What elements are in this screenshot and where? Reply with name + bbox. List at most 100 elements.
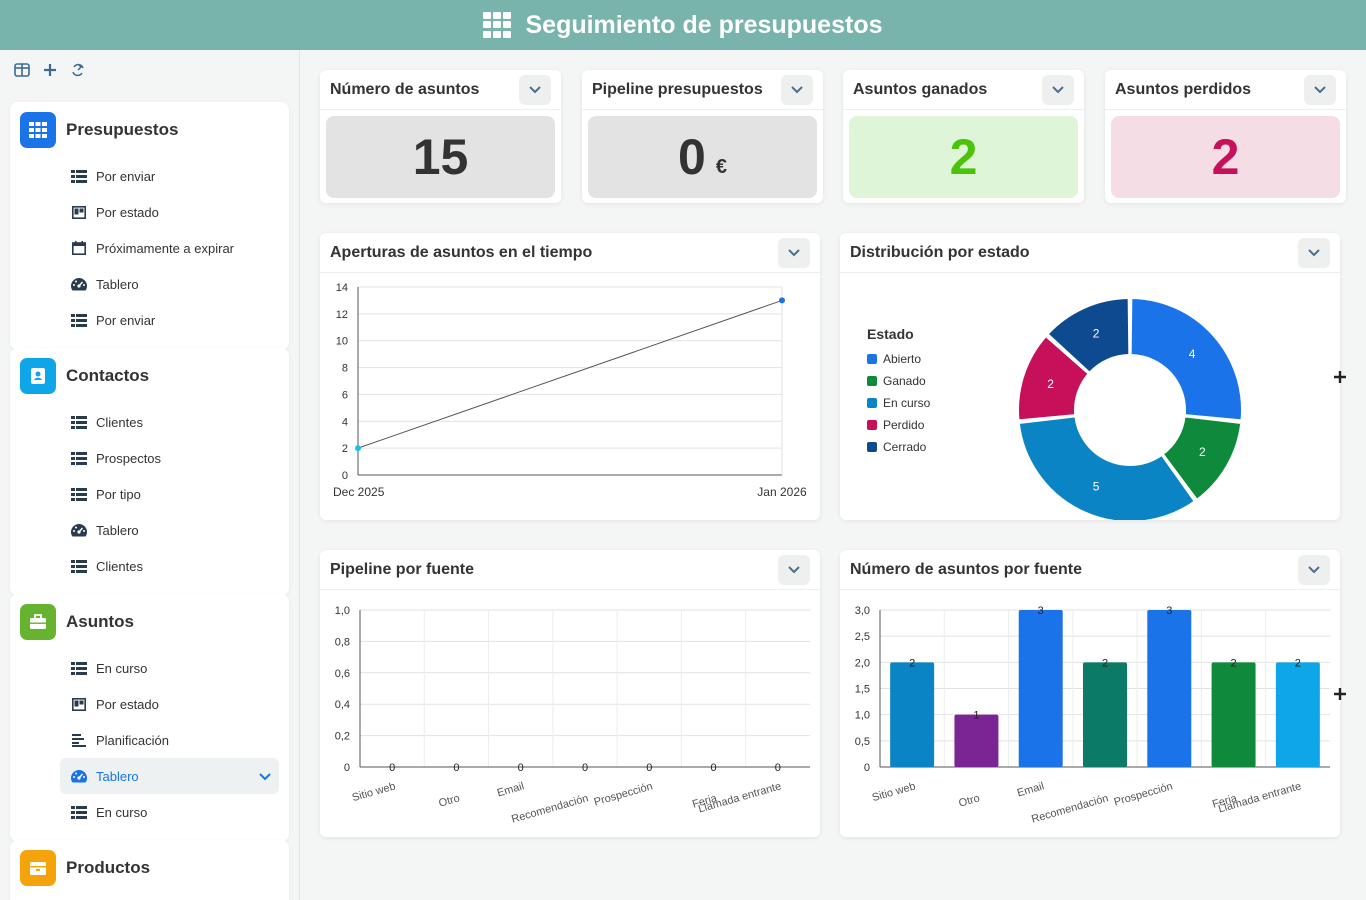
y-tick-label: 0 <box>342 470 348 482</box>
y-tick-label: 0 <box>864 762 870 774</box>
sidebar-item[interactable]: Tablero <box>10 512 279 548</box>
sidebar-item-label: Prospectos <box>96 450 162 466</box>
sidebar-item[interactable]: Tablero <box>10 266 279 302</box>
sidebar-item[interactable]: Próximamente a expirar <box>10 230 279 266</box>
chart-legend: Estado Abierto Ganado En curso Perdido Cerra… <box>867 326 930 458</box>
kanban-icon <box>70 205 88 219</box>
kpi-card: Asuntos ganados 2 <box>843 70 1084 203</box>
sidebar-item-label: Por tipo <box>96 486 141 502</box>
list-icon <box>70 451 88 465</box>
x-tick-label: Email <box>1016 780 1046 799</box>
grid-icon <box>483 12 512 38</box>
legend-swatch <box>867 420 877 430</box>
sidebar-item-label: Por estado <box>96 204 159 220</box>
data-label: 2 <box>1102 657 1108 669</box>
legend-label: En curso <box>883 396 931 410</box>
widget-title: Aperturas de asuntos en el tiempo <box>330 243 593 261</box>
kpi-card: Asuntos perdidos 2 <box>1105 70 1346 203</box>
bar <box>1275 662 1320 767</box>
data-label: 0 <box>389 762 395 774</box>
widget-header: Número de asuntos por fuente <box>840 550 1340 590</box>
widget-menu-button[interactable] <box>1042 74 1074 105</box>
add-icon[interactable] <box>40 60 60 80</box>
widget-header: Aperturas de asuntos en el tiempo <box>320 233 820 273</box>
pie-slice <box>1017 334 1091 422</box>
sidebar-item[interactable]: Por enviar <box>10 302 279 338</box>
widget-menu-button[interactable] <box>1298 554 1330 585</box>
legend-item[interactable]: Perdido <box>867 414 930 436</box>
sidebar-item[interactable]: Por estado <box>10 686 279 722</box>
sidebar-item[interactable]: Por estado <box>10 194 279 230</box>
count-bar-chart: 0 0,5 1,0 1,5 2,0 2,5 3,0 2 Sitio web 1 Otro 3 Email… <box>855 605 1330 826</box>
legend-item[interactable]: Ganado <box>867 370 930 392</box>
data-label: 3 <box>1038 605 1044 617</box>
chevron-down-icon <box>788 565 800 573</box>
sidebar-item-label: Por estado <box>96 696 159 712</box>
data-label: 0 <box>518 762 524 774</box>
y-tick-label: 0,8 <box>335 636 350 648</box>
widget-menu-button[interactable] <box>781 74 813 105</box>
refresh-icon[interactable] <box>68 60 88 80</box>
chevron-down-icon[interactable] <box>259 769 271 784</box>
section-header[interactable]: Presupuestos <box>10 102 289 158</box>
sidebar-item[interactable]: Por tipo <box>10 476 279 512</box>
widget-menu-button[interactable] <box>778 237 810 268</box>
sidebar-item[interactable]: En curso <box>10 650 279 686</box>
bar <box>1083 662 1127 767</box>
section-header[interactable]: Productos <box>10 840 289 896</box>
data-label: 3 <box>1166 605 1172 617</box>
plus-icon <box>1334 371 1346 383</box>
widget-menu-button[interactable] <box>519 74 551 105</box>
section-header[interactable]: Asuntos <box>10 594 289 650</box>
sidebar-item-label: Clientes <box>96 558 143 574</box>
legend-label: Cerrado <box>883 440 927 454</box>
sidebar-item-label: Por enviar <box>96 312 156 328</box>
kpi-card: Pipeline presupuestos 0 € <box>582 70 823 203</box>
gantt-icon <box>70 733 88 747</box>
data-label: 0 <box>775 762 781 774</box>
sidebar-section-1: Contactos Clientes Prospectos Por tipo T… <box>10 348 289 596</box>
pie-slice <box>1017 415 1197 520</box>
widget-header: Número de asuntos <box>320 70 561 110</box>
list-icon <box>70 169 88 183</box>
chevron-down-icon <box>791 85 803 93</box>
kpi-value-box: 2 <box>1111 116 1340 198</box>
list-icon <box>70 487 88 501</box>
kpi-value: 0 <box>678 129 706 185</box>
legend-item[interactable]: Abierto <box>867 348 930 370</box>
kpi-value-box: 2 <box>849 116 1078 198</box>
sidebar-item[interactable]: Por enviar <box>10 158 279 194</box>
calendar-icon <box>70 241 88 255</box>
sidebar-item[interactable]: Clientes <box>10 404 279 440</box>
y-tick-label: 2,0 <box>855 657 870 669</box>
bar <box>890 662 935 767</box>
sidebar-item[interactable]: Prospectos <box>10 440 279 476</box>
legend-item[interactable]: Cerrado <box>867 436 930 458</box>
pie-slice <box>1046 296 1131 375</box>
add-widget-button[interactable] <box>1330 684 1350 704</box>
y-tick-label: 1,0 <box>335 605 350 617</box>
legend-swatch <box>867 376 877 386</box>
x-tick-label: Recomendación <box>510 792 590 825</box>
sidebar-item[interactable]: Tablero <box>60 758 279 794</box>
chevron-down-icon <box>1052 85 1064 93</box>
sidebar-item[interactable]: Clientes <box>10 548 279 584</box>
sidebar-item[interactable]: En curso <box>10 794 279 830</box>
widget-menu-button[interactable] <box>1298 237 1330 268</box>
add-widget-button[interactable] <box>1330 367 1350 387</box>
kpi-card: Número de asuntos 15 <box>320 70 561 203</box>
sidebar-item[interactable]: Planificación <box>10 722 279 758</box>
data-label: 2 <box>909 657 915 669</box>
y-tick-label: 0,5 <box>855 736 870 748</box>
sidebar-section-0: Presupuestos Por enviar Por estado Próxi… <box>10 102 289 350</box>
contact-card-icon <box>20 358 56 394</box>
data-label: 0 <box>646 762 652 774</box>
widget-menu-button[interactable] <box>778 554 810 585</box>
sidebar-item-label: Próximamente a expirar <box>96 240 234 256</box>
panel-toggle-icon[interactable] <box>12 60 32 80</box>
kpi-title: Pipeline presupuestos <box>592 80 763 98</box>
widget-menu-button[interactable] <box>1304 74 1336 105</box>
section-header[interactable]: Contactos <box>10 348 289 404</box>
legend-item[interactable]: En curso <box>867 392 930 414</box>
